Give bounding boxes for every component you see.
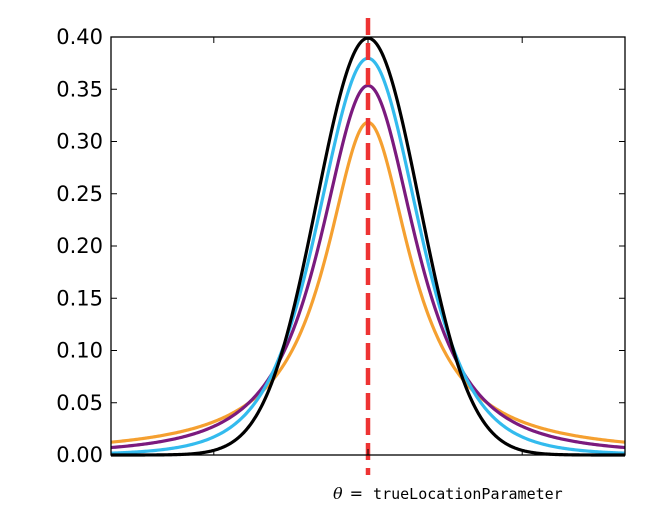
series-line-2 [110,83,626,450]
y-tick-label: 0.30 [56,130,103,154]
y-axis: 0.00 0.05 0.10 0.15 0.20 0.25 0.30 0.35 0.40 [56,25,625,467]
y-tick-label: 0.15 [56,286,103,310]
annotation-equals: = [350,484,363,503]
y-tick-label: 0.05 [56,391,103,415]
y-tick-label: 0.40 [56,25,103,49]
x-axis [213,37,523,455]
y-tick-label: 0.20 [56,234,103,258]
y-tick-label: 0.25 [56,182,103,206]
y-tick-label: 0.35 [56,77,103,101]
y-tick-label: 0.00 [56,443,103,467]
annotation-theta: θ [333,484,343,503]
y-tick-label: 0.10 [56,339,103,363]
location-annotation: θ = trueLocationParameter [333,484,563,503]
annotation-parameter: trueLocationParameter [373,485,563,503]
